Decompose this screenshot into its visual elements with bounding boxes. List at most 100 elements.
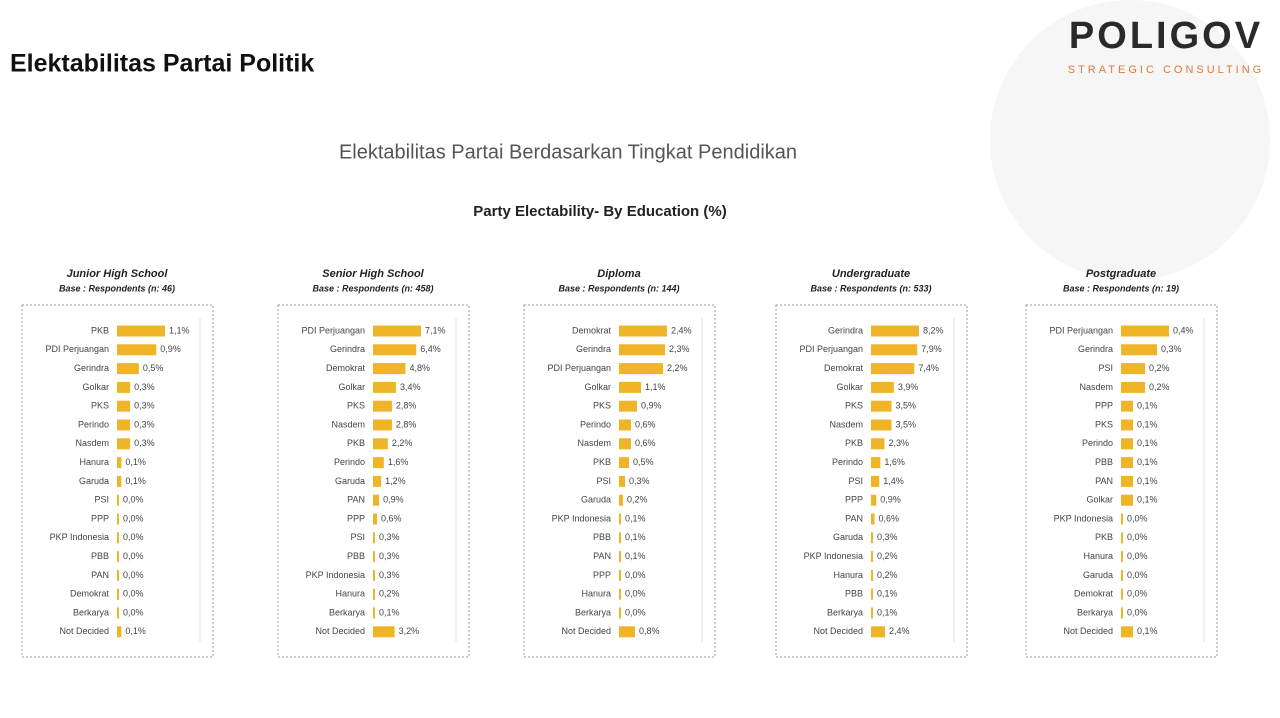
value-label: 0,1% — [1137, 495, 1158, 505]
bar — [871, 494, 877, 506]
category-label: Gerindra — [576, 344, 611, 354]
value-label: 0,1% — [1137, 401, 1158, 411]
panel-frame — [523, 304, 716, 658]
bar — [619, 626, 635, 638]
bar — [117, 607, 119, 619]
category-label: Golkar — [82, 382, 109, 392]
category-label: PDI Perjuangan — [547, 363, 611, 373]
category-label: PBB — [91, 551, 109, 561]
bar — [373, 551, 376, 563]
category-label: Perindo — [78, 419, 109, 429]
category-label: Nasdem — [331, 419, 365, 429]
bar — [117, 532, 119, 544]
bar — [1121, 513, 1123, 525]
bar — [1121, 626, 1133, 638]
logo: POLIGOV — [1069, 15, 1263, 57]
bar — [373, 513, 378, 525]
bar — [871, 607, 873, 619]
category-label: PKS — [347, 401, 365, 411]
category-label: Berkarya — [827, 607, 863, 617]
value-label: 0,1% — [877, 607, 898, 617]
category-label: PDI Perjuangan — [45, 344, 109, 354]
category-label: PBB — [1095, 457, 1113, 467]
bar — [1121, 381, 1145, 393]
category-label: Berkarya — [1077, 607, 1113, 617]
category-label: Gerindra — [74, 363, 109, 373]
chart-title: Party Electability- By Education (%) — [473, 203, 726, 220]
bar — [117, 569, 119, 581]
panel-frame — [775, 304, 968, 658]
category-label: Berkarya — [575, 607, 611, 617]
category-label: Hanura — [1083, 551, 1113, 561]
value-label: 0,2% — [379, 589, 400, 599]
background-globe — [990, 0, 1270, 280]
bar — [871, 532, 873, 544]
bar — [373, 607, 375, 619]
bar — [871, 588, 873, 600]
bar — [619, 344, 665, 356]
value-label: 0,2% — [1149, 382, 1170, 392]
category-label: PAN — [347, 495, 365, 505]
category-label: Hanura — [833, 570, 863, 580]
value-label: 2,8% — [396, 419, 417, 429]
category-label: Garuda — [833, 532, 863, 542]
bar — [1121, 438, 1133, 450]
value-label: 0,1% — [625, 513, 646, 523]
bar — [619, 325, 667, 337]
value-label: 2,2% — [667, 363, 688, 373]
category-label: PKB — [845, 438, 863, 448]
value-label: 0,6% — [635, 438, 656, 448]
category-label: Gerindra — [330, 344, 365, 354]
value-label: 0,3% — [379, 551, 400, 561]
category-label: PKP Indonesia — [1054, 513, 1113, 523]
bar — [871, 325, 919, 337]
bar — [117, 588, 119, 600]
value-label: 1,6% — [884, 457, 905, 467]
bar — [871, 626, 886, 638]
subtitle: Elektabilitas Partai Berdasarkan Tingkat… — [339, 141, 797, 163]
category-label: PSI — [350, 532, 365, 542]
bar — [373, 438, 388, 450]
category-label: PDI Perjuangan — [301, 325, 365, 335]
bar — [871, 344, 918, 356]
value-label: 3,5% — [895, 419, 916, 429]
value-label: 0,3% — [134, 438, 155, 448]
category-label: Perindo — [1082, 438, 1113, 448]
category-label: PKS — [845, 401, 863, 411]
value-label: 0,3% — [1161, 344, 1182, 354]
bar — [117, 457, 122, 469]
category-label: Hanura — [335, 589, 365, 599]
bar — [619, 419, 631, 431]
category-label: Not Decided — [59, 626, 109, 636]
value-label: 0,1% — [625, 551, 646, 561]
value-label: 0,3% — [379, 532, 400, 542]
bar — [871, 400, 892, 412]
category-label: PAN — [91, 570, 109, 580]
category-label: PKP Indonesia — [306, 570, 365, 580]
category-label: Nasdem — [577, 438, 611, 448]
category-label: Demokrat — [326, 363, 366, 373]
category-label: PKP Indonesia — [50, 532, 109, 542]
bar — [373, 588, 375, 600]
category-label: Demokrat — [70, 589, 110, 599]
value-label: 7,9% — [921, 344, 942, 354]
bar — [373, 344, 417, 356]
bar — [117, 325, 165, 337]
panel-subtitle: Base : Respondents (n: 458) — [312, 283, 433, 293]
value-label: 0,1% — [125, 457, 146, 467]
bar — [117, 344, 157, 356]
value-label: 0,0% — [123, 607, 144, 617]
value-label: 0,2% — [877, 551, 898, 561]
panel-title: Junior High School — [67, 268, 169, 280]
panel-title: Undergraduate — [832, 268, 910, 280]
value-label: 2,4% — [889, 626, 910, 636]
bar — [1121, 363, 1145, 375]
value-label: 0,0% — [1127, 607, 1148, 617]
category-label: Demokrat — [824, 363, 864, 373]
value-label: 0,0% — [1127, 570, 1148, 580]
value-label: 0,4% — [1173, 325, 1194, 335]
value-label: 0,0% — [625, 570, 646, 580]
category-label: PAN — [845, 513, 863, 523]
value-label: 0,1% — [379, 607, 400, 617]
category-label: Hanura — [581, 589, 611, 599]
